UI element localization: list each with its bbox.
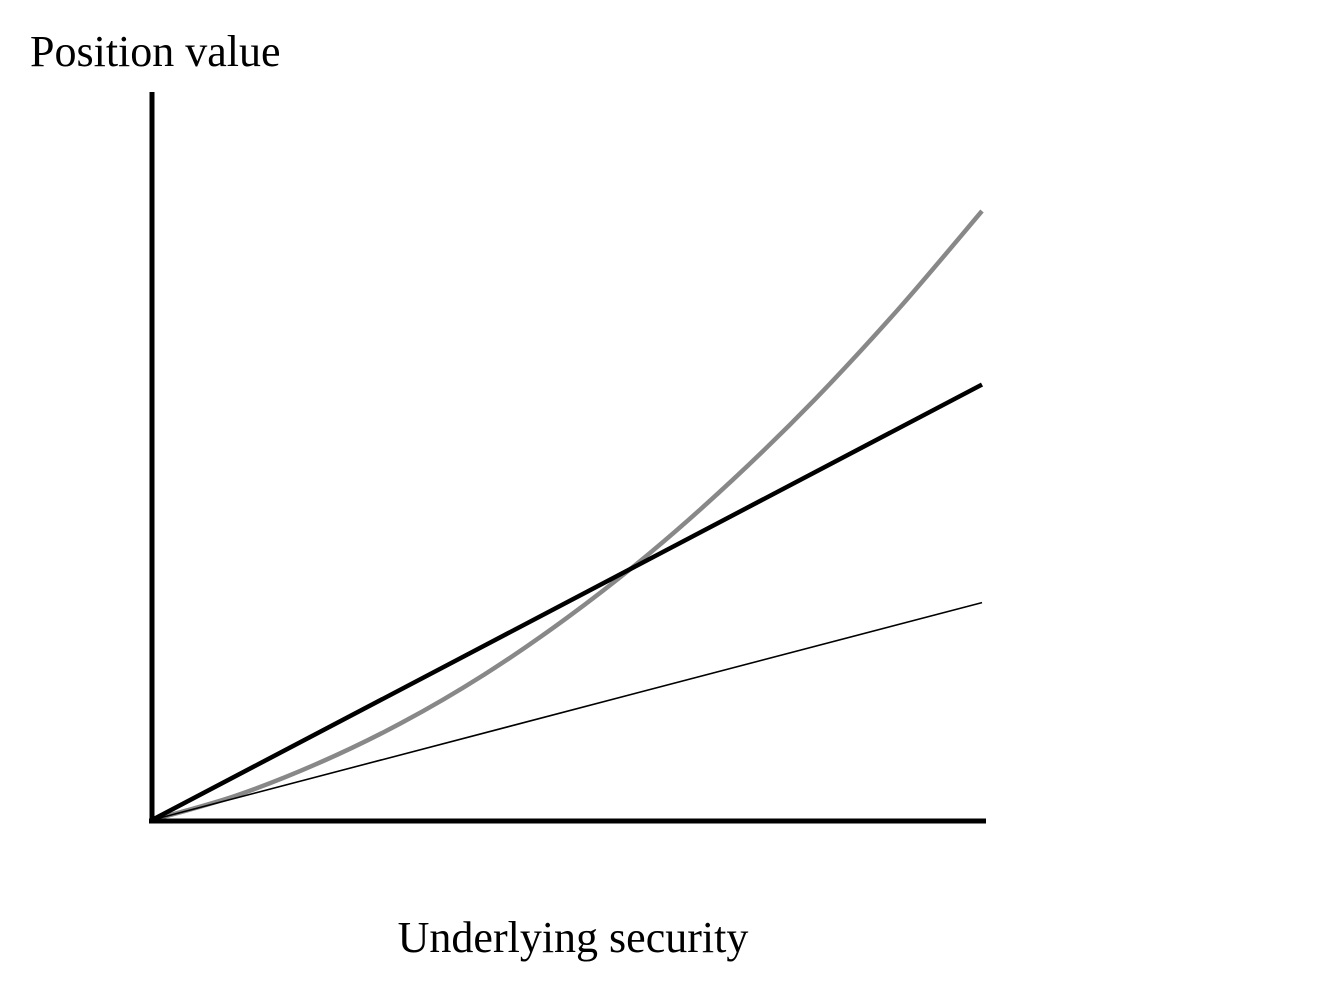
y-axis-label: Position value <box>30 27 281 76</box>
series-layer <box>150 209 984 823</box>
series-line-2 <box>150 382 984 822</box>
series-line-1 <box>151 209 984 823</box>
series-line-3 <box>151 601 983 821</box>
x-axis-label: Underlying security <box>398 913 749 962</box>
